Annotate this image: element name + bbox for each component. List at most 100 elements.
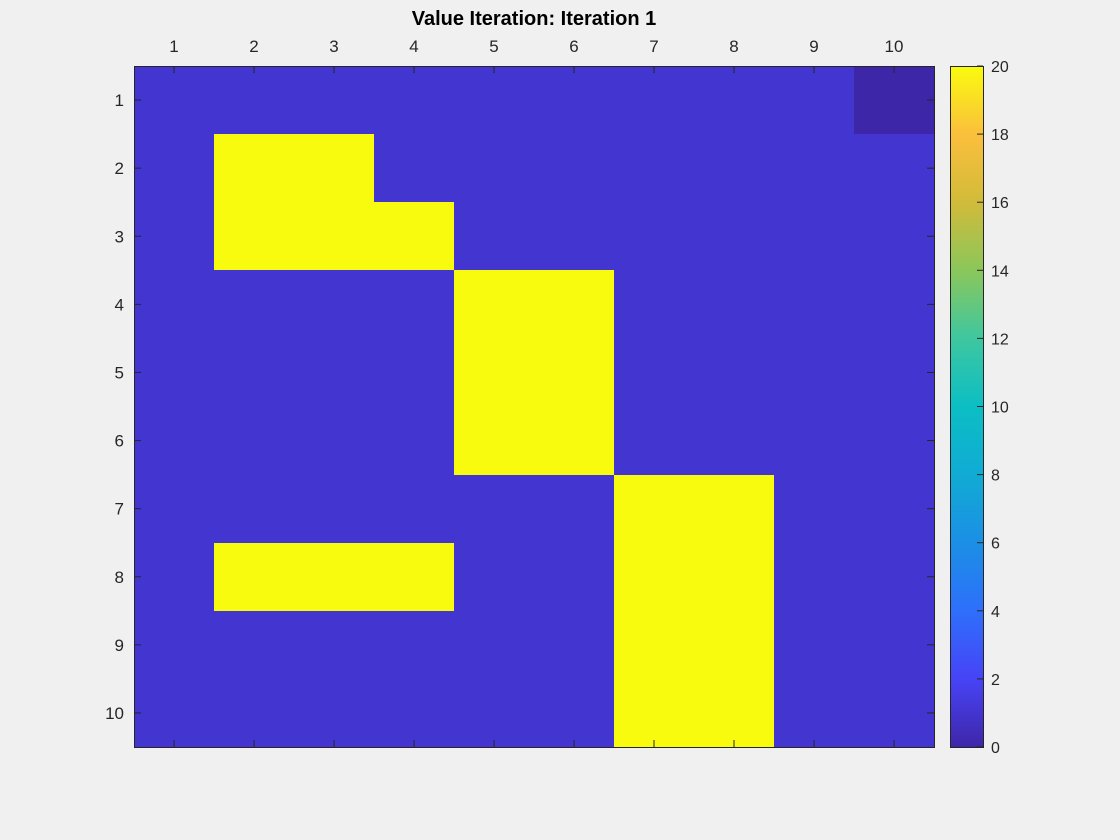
heatmap-cell (294, 543, 374, 611)
heatmap-cell (214, 543, 294, 611)
heatmap-cell (374, 202, 454, 270)
x-tick-label: 7 (649, 37, 658, 56)
heatmap-cell (454, 407, 534, 475)
colorbar-tick-label: 14 (991, 263, 1009, 280)
heatmap-cell (134, 679, 214, 747)
colorbar-tick-label: 6 (991, 536, 1000, 553)
colorbar-tick-label: 18 (991, 127, 1009, 144)
heatmap-cell (774, 66, 854, 134)
heatmap-cell (214, 270, 294, 338)
heatmap-cell (294, 475, 374, 543)
heatmap-cell (134, 338, 214, 407)
heatmap-cell (774, 407, 854, 475)
heatmap-cell (774, 270, 854, 338)
heatmap-cell (694, 679, 774, 747)
heatmap-cell (134, 202, 214, 270)
heatmap-cell (774, 611, 854, 679)
heatmap-cell (854, 679, 934, 747)
heatmap-cell (214, 134, 294, 202)
heatmap-cell (614, 611, 694, 679)
heatmap-cell (374, 66, 454, 134)
heatmap-cell (694, 134, 774, 202)
x-tick-label: 5 (489, 37, 498, 56)
heatmap-cell (614, 407, 694, 475)
heatmap-cell (774, 338, 854, 407)
heatmap-cell (134, 543, 214, 611)
y-tick-label: 1 (115, 91, 124, 110)
colorbar-tick-label: 0 (991, 740, 1000, 757)
heatmap-cell (454, 134, 534, 202)
colorbar-tick-label: 16 (991, 195, 1009, 212)
heatmap-cell (694, 611, 774, 679)
heatmap-cell (614, 202, 694, 270)
heatmap-cell (214, 202, 294, 270)
heatmap-cell (294, 611, 374, 679)
heatmap-cell (614, 338, 694, 407)
heatmap-cell (294, 679, 374, 747)
x-tick-label: 10 (885, 37, 904, 56)
heatmap-cell (614, 66, 694, 134)
heatmap-cell (294, 338, 374, 407)
heatmap-cell (774, 543, 854, 611)
heatmap-cell (454, 611, 534, 679)
y-tick-label: 5 (115, 363, 124, 382)
heatmap-cell (294, 134, 374, 202)
heatmap-cell (214, 338, 294, 407)
heatmap-cell (694, 338, 774, 407)
heatmap-cell (694, 475, 774, 543)
heatmap-cell (854, 270, 934, 338)
heatmap-cell (854, 202, 934, 270)
colorbar-tick-label: 10 (991, 400, 1009, 417)
heatmap-cell (854, 134, 934, 202)
colorbar-tick-label: 12 (991, 331, 1009, 348)
heatmap-cell (374, 270, 454, 338)
heatmap-cell (454, 338, 534, 407)
heatmap-cell (614, 543, 694, 611)
heatmap-cell (214, 611, 294, 679)
y-tick-label: 2 (115, 159, 124, 178)
heatmap-cell (694, 407, 774, 475)
heatmap-cell (294, 407, 374, 475)
heatmap-cell (614, 270, 694, 338)
heatmap-cell (534, 270, 614, 338)
colorbar-tick-label: 2 (991, 672, 1000, 689)
heatmap-cell (854, 611, 934, 679)
heatmap-cell (374, 679, 454, 747)
x-tick-label: 4 (409, 37, 418, 56)
heatmap-cell (134, 611, 214, 679)
colorbar-tick-label: 4 (991, 604, 1000, 621)
heatmap-cell (534, 202, 614, 270)
y-tick-label: 8 (115, 568, 124, 587)
heatmap-cell (534, 543, 614, 611)
heatmap-cell (454, 475, 534, 543)
heatmap-cell (694, 543, 774, 611)
heatmap-cell (694, 66, 774, 134)
heatmap-cell (774, 475, 854, 543)
heatmap-cell (534, 679, 614, 747)
heatmap-cell (694, 202, 774, 270)
heatmap-cell (214, 475, 294, 543)
heatmap-cell (294, 270, 374, 338)
heatmap-cell (854, 543, 934, 611)
heatmap-cell (534, 134, 614, 202)
x-tick-label: 3 (329, 37, 338, 56)
heatmap-cell (774, 202, 854, 270)
heatmap-cell (534, 338, 614, 407)
heatmap-cell (694, 270, 774, 338)
x-tick-label: 6 (569, 37, 578, 56)
heatmap-cell (454, 679, 534, 747)
heatmap-cell (374, 134, 454, 202)
y-tick-label: 4 (115, 295, 124, 314)
x-tick-label: 1 (169, 37, 178, 56)
heatmap-cell (854, 338, 934, 407)
heatmap-cell (214, 66, 294, 134)
heatmap-cell (614, 134, 694, 202)
heatmap-cell (854, 407, 934, 475)
heatmap-cell (614, 679, 694, 747)
heatmap-cell (134, 134, 214, 202)
heatmap-cell (454, 202, 534, 270)
heatmap-cell (374, 543, 454, 611)
chart-title: Value Iteration: Iteration 1 (412, 8, 657, 30)
heatmap-cell (454, 66, 534, 134)
